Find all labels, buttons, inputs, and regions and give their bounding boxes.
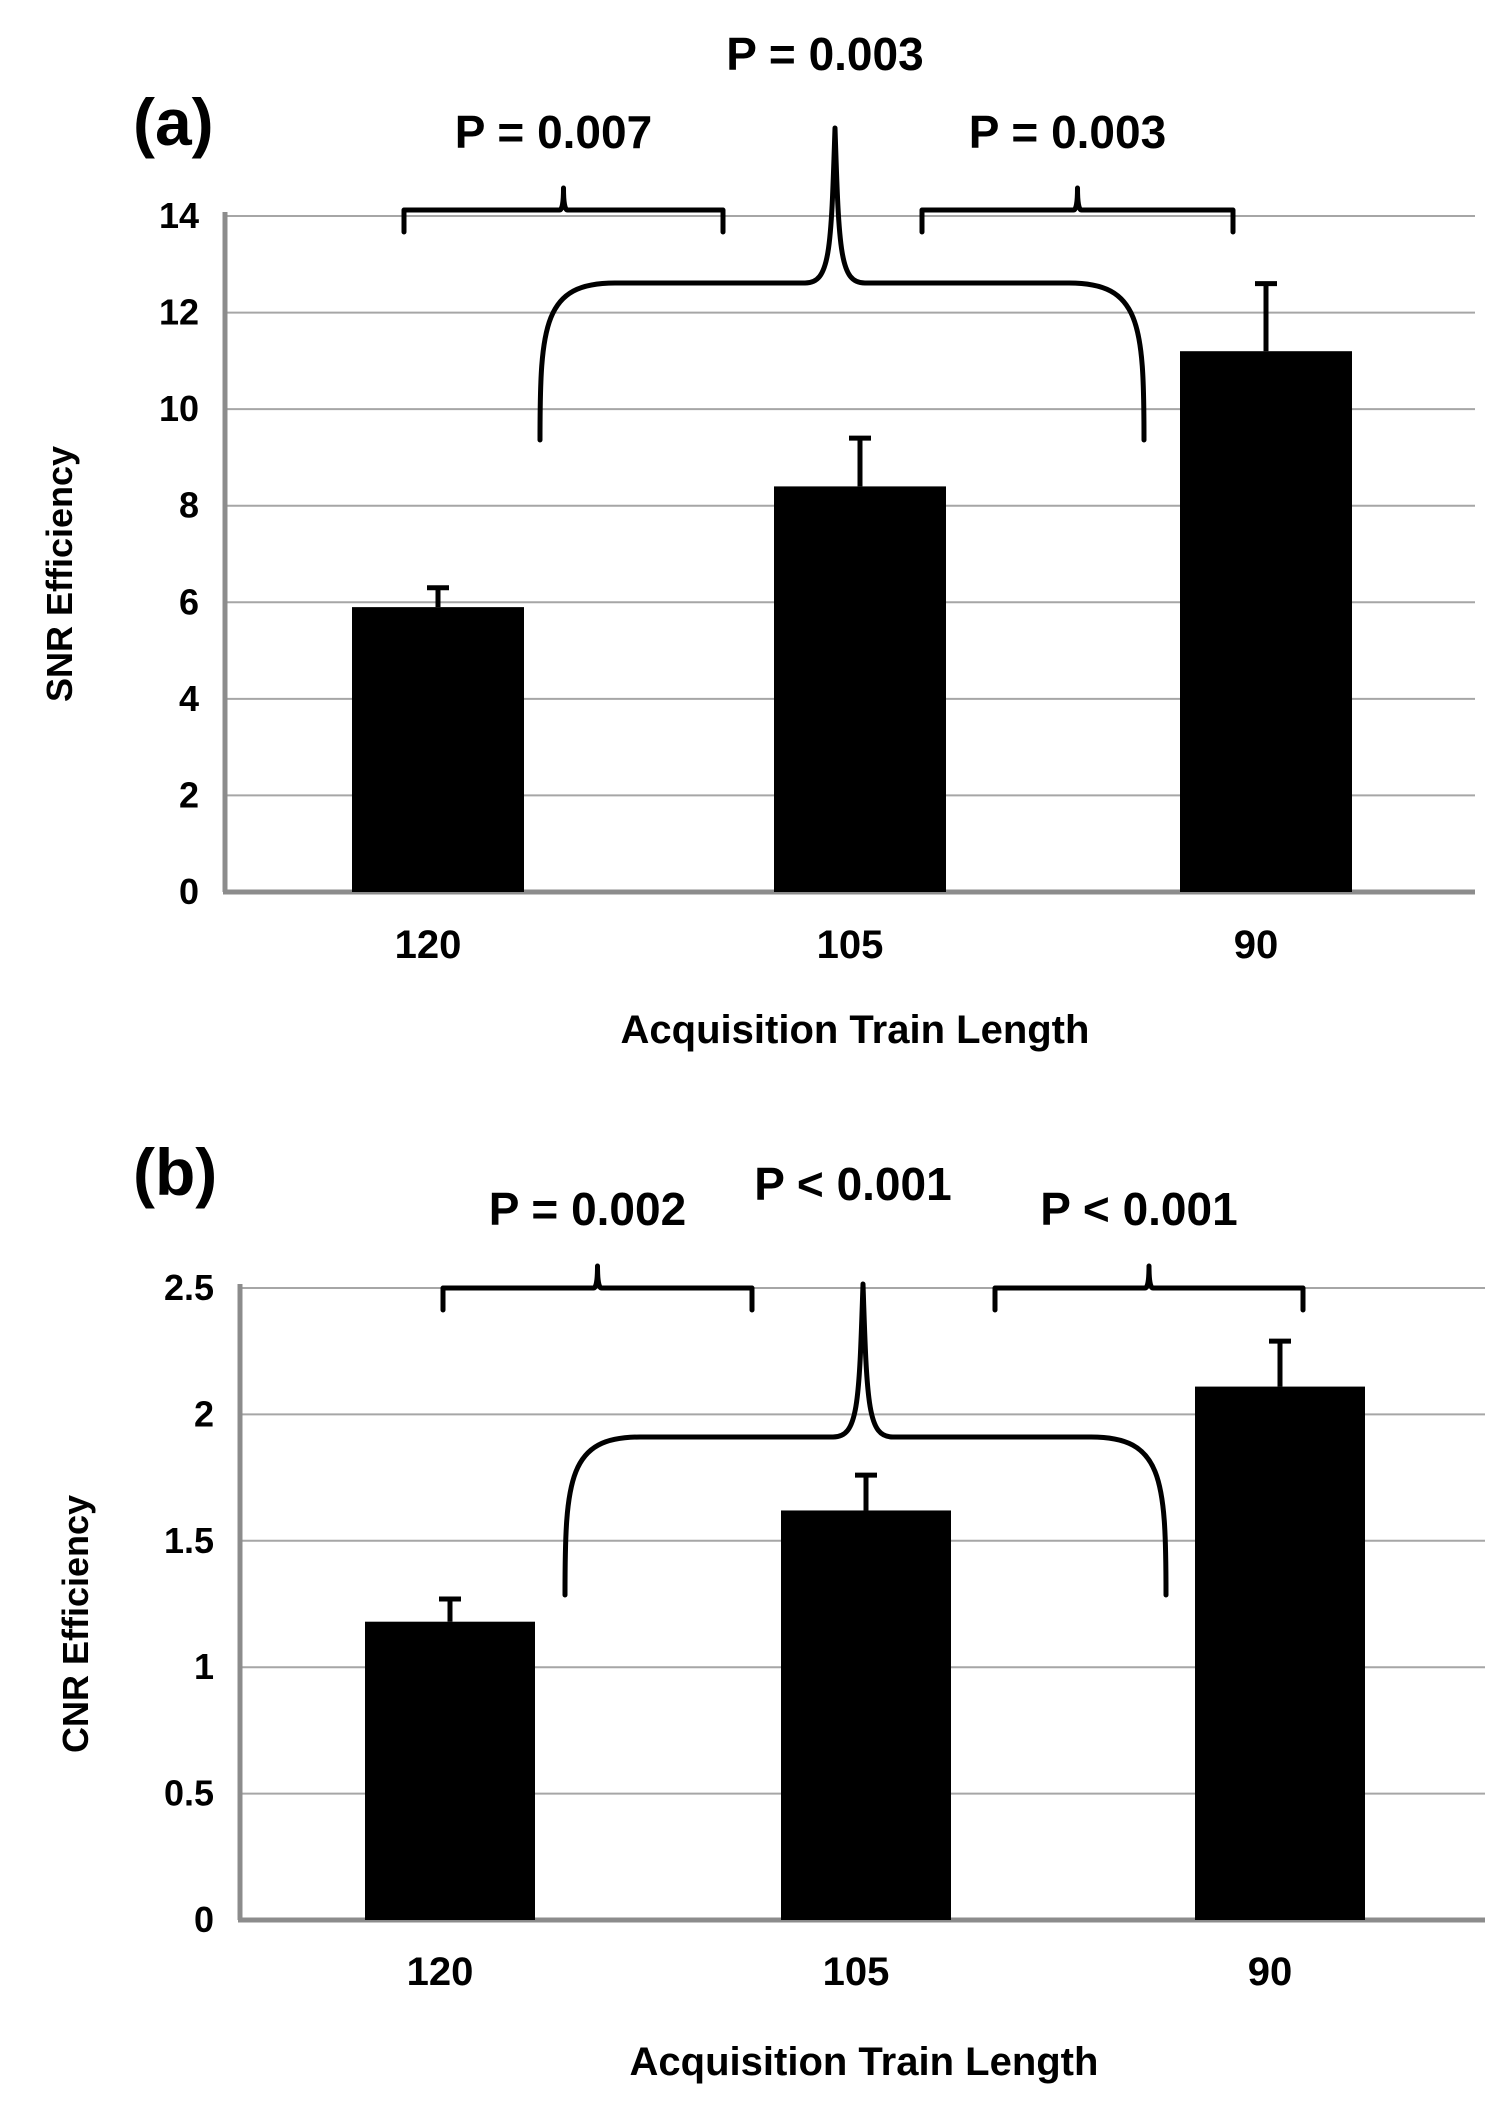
bar-120 bbox=[365, 1621, 535, 1920]
y-tick-label: 2 bbox=[194, 1393, 214, 1434]
y-tick-label: 0 bbox=[179, 871, 199, 912]
bar-105 bbox=[781, 1510, 951, 1920]
panel-label: (b) bbox=[133, 1135, 217, 1209]
y-tick-label: 0 bbox=[194, 1899, 214, 1940]
y-tick-label: 1.5 bbox=[164, 1520, 214, 1561]
y-axis-title: CNR Efficiency bbox=[55, 1495, 96, 1753]
y-tick-label: 1 bbox=[194, 1646, 214, 1687]
y-tick-label: 0.5 bbox=[164, 1773, 214, 1814]
p-value-label-overall: P = 0.003 bbox=[726, 28, 923, 80]
x-axis-title: Acquisition Train Length bbox=[621, 1008, 1090, 1052]
bar-105 bbox=[774, 486, 946, 892]
y-axis-title: SNR Efficiency bbox=[39, 446, 80, 702]
x-tick-label: 120 bbox=[407, 1950, 474, 1994]
significance-brace-overall bbox=[537, 125, 1147, 443]
p-value-label: P = 0.002 bbox=[489, 1183, 686, 1235]
significance-brace-2 bbox=[919, 185, 1236, 235]
panel-label: (a) bbox=[133, 85, 214, 159]
bar-90 bbox=[1180, 351, 1352, 892]
p-value-label-overall: P < 0.001 bbox=[754, 1158, 951, 1210]
p-value-label: P = 0.003 bbox=[969, 106, 1166, 158]
x-tick-label: 120 bbox=[395, 923, 462, 967]
y-tick-label: 2.5 bbox=[164, 1267, 214, 1308]
significance-brace-1 bbox=[440, 1263, 755, 1313]
y-tick-label: 12 bbox=[159, 292, 199, 333]
significance-brace-overall bbox=[562, 1281, 1169, 1598]
chart-panel-b: 0 0.5 1 1.5 2 2.5 120 105 90 Acquisition Train Le… bbox=[55, 1135, 1485, 2084]
y-tick-label: 10 bbox=[159, 388, 199, 429]
x-tick-label: 105 bbox=[823, 1950, 890, 1994]
y-tick-label: 4 bbox=[179, 678, 199, 719]
x-axis-title: Acquisition Train Length bbox=[630, 2040, 1099, 2084]
x-tick-label: 105 bbox=[817, 923, 884, 967]
significance-brace-1 bbox=[401, 185, 726, 235]
significance-brace-2 bbox=[992, 1263, 1306, 1313]
y-tick-label: 14 bbox=[159, 195, 199, 236]
bar-90 bbox=[1195, 1386, 1365, 1920]
x-tick-label: 90 bbox=[1234, 923, 1279, 967]
x-tick-label: 90 bbox=[1248, 1950, 1293, 1994]
p-value-label: P < 0.001 bbox=[1040, 1183, 1237, 1235]
p-value-label: P = 0.007 bbox=[455, 106, 652, 158]
chart-panel-a: 0 2 4 6 8 10 12 14 120 105 90 Acquisition Train Len… bbox=[39, 28, 1475, 1052]
y-tick-label: 2 bbox=[179, 774, 199, 815]
bar-120 bbox=[352, 607, 524, 892]
y-tick-label: 8 bbox=[179, 485, 199, 526]
y-tick-label: 6 bbox=[179, 581, 199, 622]
